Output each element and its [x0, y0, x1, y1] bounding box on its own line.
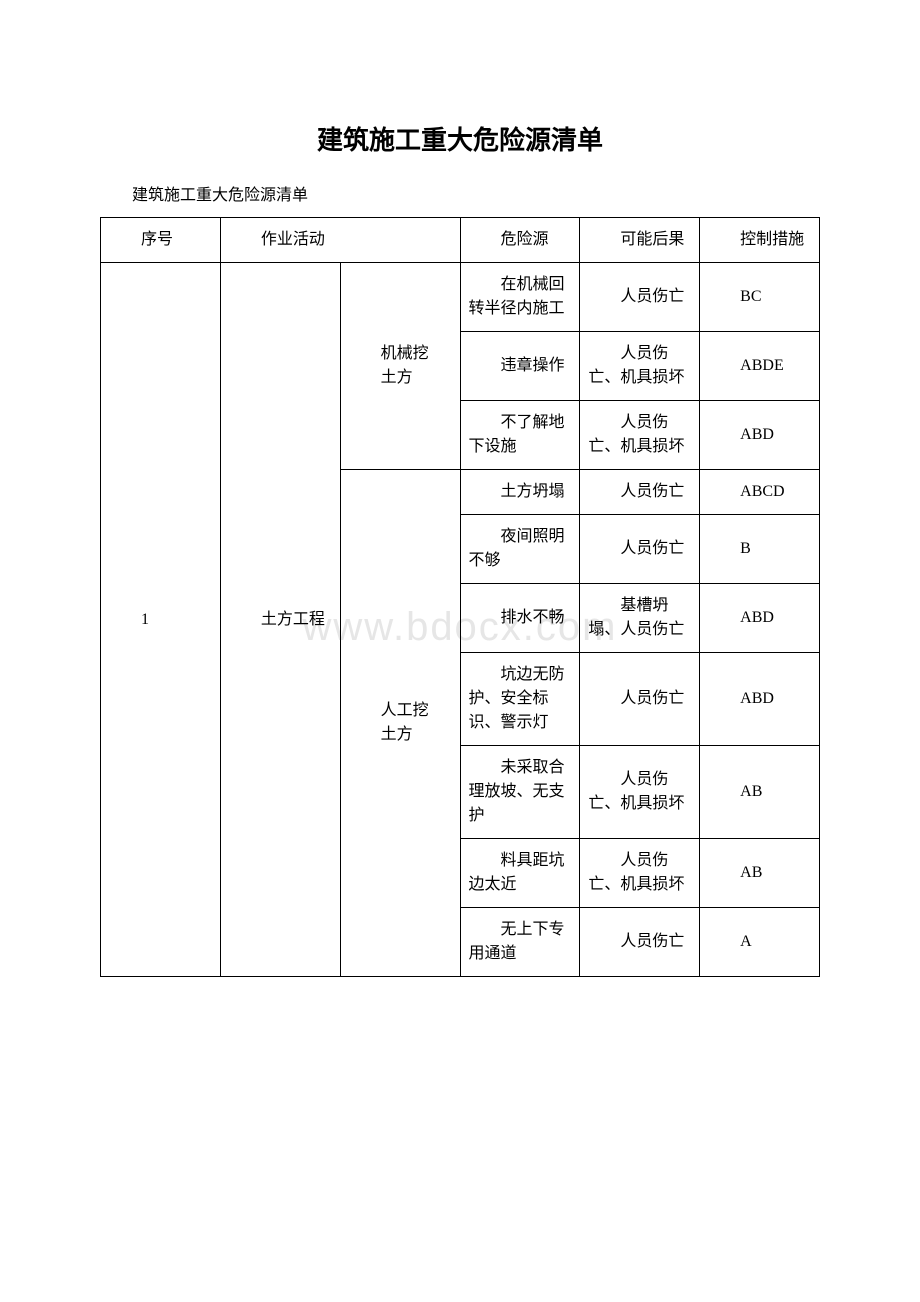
cell-control: ABDE	[700, 332, 820, 401]
cell-control: AB	[700, 746, 820, 839]
cell-control: AB	[700, 839, 820, 908]
table-header-row: 序号 作业活动 危险源 可能后果 控制措施	[101, 218, 820, 263]
cell-source: 料具距坑边太近	[460, 839, 580, 908]
page-subtitle: 建筑施工重大危险源清单	[100, 181, 820, 205]
cell-control: A	[700, 908, 820, 977]
table-row: 1 土方工程 机械挖 土方 在机械回转半径内施工 人员伤亡 BC	[101, 263, 820, 332]
cell-activity-main: 土方工程	[220, 263, 340, 977]
header-result: 可能后果	[580, 218, 700, 263]
page-title: 建筑施工重大危险源清单	[100, 120, 820, 157]
cell-control: BC	[700, 263, 820, 332]
cell-control: ABCD	[700, 470, 820, 515]
cell-result: 人员伤亡	[580, 470, 700, 515]
cell-source: 违章操作	[460, 332, 580, 401]
cell-result: 人员伤亡	[580, 653, 700, 746]
header-activity: 作业活动	[220, 218, 460, 263]
cell-result: 人员伤亡、机具损坏	[580, 332, 700, 401]
header-source: 危险源	[460, 218, 580, 263]
cell-source: 坑边无防护、安全标识、警示灯	[460, 653, 580, 746]
cell-result: 人员伤亡、机具损坏	[580, 746, 700, 839]
cell-control: ABD	[700, 401, 820, 470]
cell-source: 不了解地下设施	[460, 401, 580, 470]
cell-result: 基槽坍塌、人员伤亡	[580, 584, 700, 653]
header-seq: 序号	[101, 218, 221, 263]
cell-result: 人员伤亡	[580, 515, 700, 584]
cell-source: 排水不畅	[460, 584, 580, 653]
cell-result: 人员伤亡、机具损坏	[580, 401, 700, 470]
cell-control: ABD	[700, 653, 820, 746]
cell-activity-sub2: 人工挖 土方	[340, 470, 460, 977]
cell-control: B	[700, 515, 820, 584]
cell-control: ABD	[700, 584, 820, 653]
document-page: 建筑施工重大危险源清单 建筑施工重大危险源清单 序号 作业活动 危险源 可能后果…	[0, 0, 920, 1037]
hazard-table: 序号 作业活动 危险源 可能后果 控制措施 1 土方工程 机械挖 土方 在机械回…	[100, 217, 820, 977]
cell-source: 在机械回转半径内施工	[460, 263, 580, 332]
cell-result: 人员伤亡	[580, 263, 700, 332]
cell-source: 无上下专用通道	[460, 908, 580, 977]
cell-activity-sub1: 机械挖 土方	[340, 263, 460, 470]
header-control: 控制措施	[700, 218, 820, 263]
cell-source: 土方坍塌	[460, 470, 580, 515]
cell-source: 未采取合理放坡、无支护	[460, 746, 580, 839]
cell-result: 人员伤亡	[580, 908, 700, 977]
cell-result: 人员伤亡、机具损坏	[580, 839, 700, 908]
cell-source: 夜间照明不够	[460, 515, 580, 584]
cell-seq: 1	[101, 263, 221, 977]
